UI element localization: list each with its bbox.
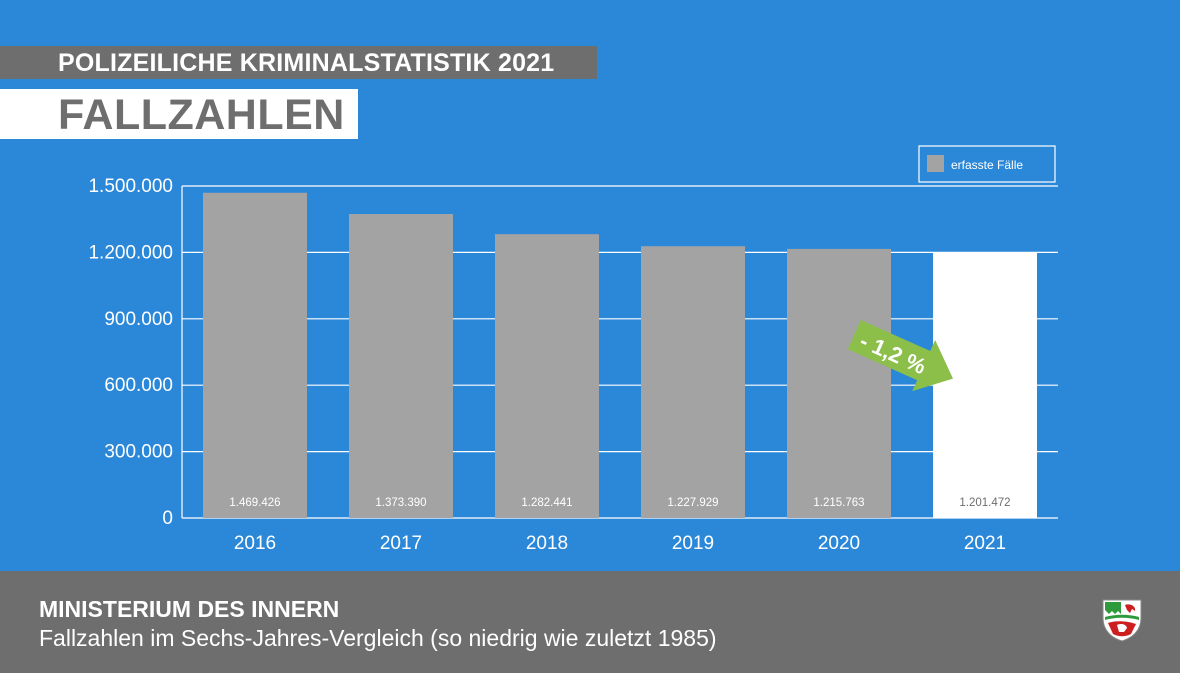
y-tick-label: 1.200.000 [88, 242, 173, 263]
footer-ministry: MINISTERIUM DES INNERN [39, 596, 340, 622]
bar-value-label: 1.469.426 [229, 497, 280, 509]
y-tick-label: 900.000 [104, 309, 173, 330]
bar [349, 214, 453, 518]
bar-value-label: 1.282.441 [521, 497, 572, 509]
bar [641, 246, 745, 518]
x-tick-label: 2019 [672, 533, 714, 554]
legend-label: erfasste Fälle [951, 158, 1023, 172]
x-tick-label: 2017 [380, 533, 422, 554]
arrow-shape [847, 320, 953, 392]
bar [495, 234, 599, 518]
supertitle-bar [0, 46, 597, 79]
x-tick-label: 2021 [964, 533, 1006, 554]
legend-box [918, 145, 1056, 183]
bar [787, 248, 891, 518]
bar-value-label: 1.215.763 [813, 497, 864, 509]
nrw-coat-of-arms-icon [1102, 599, 1142, 642]
bar-value-label: 1.373.390 [375, 497, 426, 509]
footer-bar [0, 571, 1180, 673]
supertitle: POLIZEILICHE KRIMINALSTATISTIK 2021 [58, 49, 555, 77]
x-tick-label: 2020 [818, 533, 860, 554]
x-tick-label: 2016 [234, 533, 276, 554]
bar-chart: 0 300.000 600.000 900.000 1.200.000 1.500.000… [88, 145, 1058, 554]
x-tick-label: 2018 [526, 533, 568, 554]
y-tick-label: 300.000 [104, 442, 173, 463]
page-title: FALLZAHLEN [58, 91, 345, 139]
y-tick-label: 0 [162, 508, 173, 529]
title-box [0, 89, 358, 139]
footer-caption: Fallzahlen im Sechs-Jahres-Vergleich (so… [39, 625, 717, 651]
y-tick-label: 600.000 [104, 375, 173, 396]
bar-value-label: 1.227.929 [667, 497, 718, 509]
bar [933, 252, 1037, 518]
legend-swatch [927, 155, 944, 172]
bar [203, 192, 307, 519]
y-tick-label: 1.500.000 [88, 176, 173, 197]
bar-value-label: 1.201.472 [959, 497, 1010, 509]
